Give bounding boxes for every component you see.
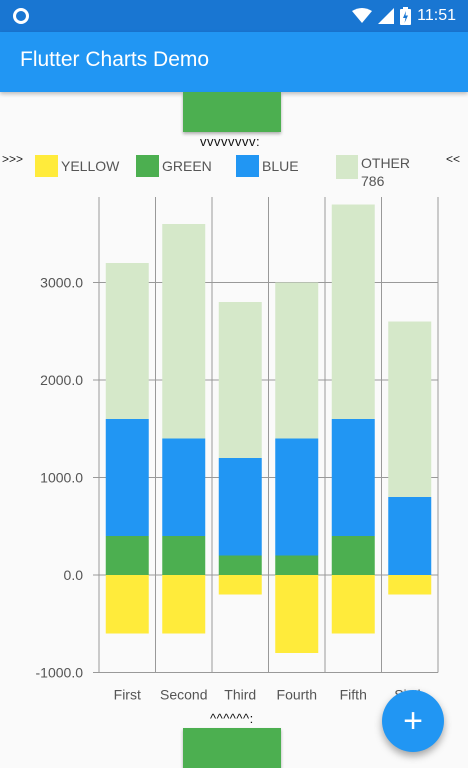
add-button[interactable]: + xyxy=(382,690,444,752)
y-tick-label: 3000.0 xyxy=(40,275,83,291)
bar-third-other xyxy=(218,302,262,458)
bar-second-other xyxy=(162,224,206,439)
bar-fourth-other xyxy=(275,282,319,439)
bar-fifth-green xyxy=(331,536,375,575)
x-tick-label: Fourth xyxy=(277,687,317,703)
x-tick-label: First xyxy=(114,687,141,703)
legend-swatch-blue xyxy=(236,155,259,177)
bar-sixth-yellow xyxy=(388,575,432,595)
bar-first-green xyxy=(105,536,149,575)
y-tick-label: -1000.0 xyxy=(36,665,84,681)
x-tick-label: Second xyxy=(160,687,207,703)
legend-swatch-other xyxy=(336,155,358,179)
bar-first-other xyxy=(105,263,149,419)
bar-fifth-other xyxy=(331,204,375,419)
bottom-green-button[interactable] xyxy=(183,728,281,768)
y-tick-label: 2000.0 xyxy=(40,372,83,388)
battery-icon xyxy=(400,7,412,25)
legend-prefix: >>> xyxy=(2,152,23,166)
y-tick-label: 1000.0 xyxy=(40,470,83,486)
bar-third-green xyxy=(218,555,262,575)
legend-label-green: GREEN xyxy=(162,158,212,174)
legend-label-other: OTHER xyxy=(361,155,410,171)
legend-swatch-green xyxy=(136,155,159,177)
legend-suffix: << xyxy=(446,152,460,166)
bar-second-green xyxy=(162,536,206,575)
app-bar: Flutter Charts Demo xyxy=(0,32,468,92)
x-tick-label: Fifth xyxy=(340,687,367,703)
bar-third-yellow xyxy=(218,575,262,595)
bar-second-blue xyxy=(162,438,206,536)
bar-third-blue xyxy=(218,458,262,556)
x-tick-label: Third xyxy=(224,687,256,703)
bar-fourth-yellow xyxy=(275,575,319,653)
bar-sixth-blue xyxy=(388,497,432,575)
status-bar: 11:51 xyxy=(0,0,468,32)
bottom-hint-label: ^^^^^^: xyxy=(210,711,254,726)
bar-first-blue xyxy=(105,419,149,536)
top-hint-label: vvvvvvvv: xyxy=(200,134,261,149)
signal-icon xyxy=(378,8,395,24)
legend-swatch-yellow xyxy=(35,155,58,177)
bar-sixth-other xyxy=(388,321,432,497)
bar-fifth-yellow xyxy=(331,575,375,634)
wifi-icon xyxy=(352,8,373,23)
bar-fourth-green xyxy=(275,555,319,575)
stacked-bar-chart: >>> << YELLOW GREEN BLUE OTHER 786 -1000.0 0.0 10… xyxy=(2,152,460,703)
status-time: 11:51 xyxy=(417,7,456,24)
top-green-button[interactable] xyxy=(183,92,281,132)
bar-fourth-blue xyxy=(275,438,319,556)
legend-label-other-suffix: 786 xyxy=(361,173,385,189)
add-icon: + xyxy=(403,702,423,740)
status-icons: 11:51 xyxy=(352,0,456,32)
bar-first-yellow xyxy=(105,575,149,634)
bar-second-yellow xyxy=(162,575,206,634)
legend-label-blue: BLUE xyxy=(262,158,299,174)
page-title: Flutter Charts Demo xyxy=(20,48,210,71)
bar-fifth-blue xyxy=(331,419,375,536)
y-tick-label: 0.0 xyxy=(64,567,84,583)
notification-icon xyxy=(13,8,29,24)
legend-label-yellow: YELLOW xyxy=(61,158,120,174)
